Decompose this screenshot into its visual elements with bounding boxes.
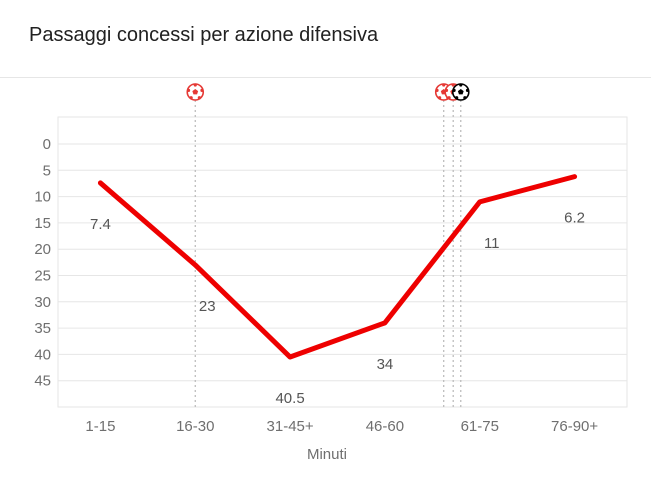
- x-tick-label: 46-60: [366, 418, 404, 435]
- y-tick-label: 35: [34, 320, 51, 337]
- y-tick-label: 30: [34, 294, 51, 311]
- y-tick-label: 15: [34, 215, 51, 232]
- series-layer: [97, 174, 578, 360]
- data-labels: 7.4 23 40.5 34 11 6.2: [90, 210, 585, 407]
- series-line: [97, 174, 578, 360]
- grid-layer: [57, 116, 628, 408]
- x-axis-ticks: 1-15 16-30 31-45+ 46-60 61-75 76-90+: [85, 418, 598, 435]
- data-label: 11: [484, 235, 500, 252]
- event-icons: [186, 83, 470, 101]
- header-divider: [0, 77, 651, 78]
- soccer-ball-black-icon: [451, 83, 470, 101]
- y-tick-label: 20: [34, 241, 51, 258]
- data-label: 34: [377, 356, 394, 373]
- y-tick-label: 5: [43, 162, 51, 179]
- x-tick-label: 16-30: [176, 418, 214, 435]
- x-tick-label: 76-90+: [551, 418, 598, 435]
- plot-frame: [57, 116, 628, 408]
- y-axis-ticks: 0 5 10 15 20 25 30 35 40 45: [34, 136, 51, 390]
- y-tick-label: 10: [34, 189, 51, 206]
- data-label: 6.2: [564, 210, 585, 227]
- x-tick-label: 61-75: [461, 418, 499, 435]
- event-lines: [194, 100, 462, 407]
- data-label: 7.4: [90, 216, 111, 233]
- y-tick-label: 25: [34, 268, 51, 285]
- y-tick-label: 40: [34, 346, 51, 363]
- soccer-ball-red-icon: [186, 83, 205, 101]
- data-label: 40.5: [275, 390, 304, 407]
- data-label: 23: [199, 298, 216, 315]
- x-axis-title: Minuti: [307, 446, 347, 463]
- chart-title: Passaggi concessi per azione difensiva: [29, 24, 379, 46]
- x-tick-label: 1-15: [85, 418, 115, 435]
- x-tick-label: 31-45+: [267, 418, 314, 435]
- y-tick-label: 0: [43, 136, 51, 153]
- y-tick-label: 45: [34, 373, 51, 390]
